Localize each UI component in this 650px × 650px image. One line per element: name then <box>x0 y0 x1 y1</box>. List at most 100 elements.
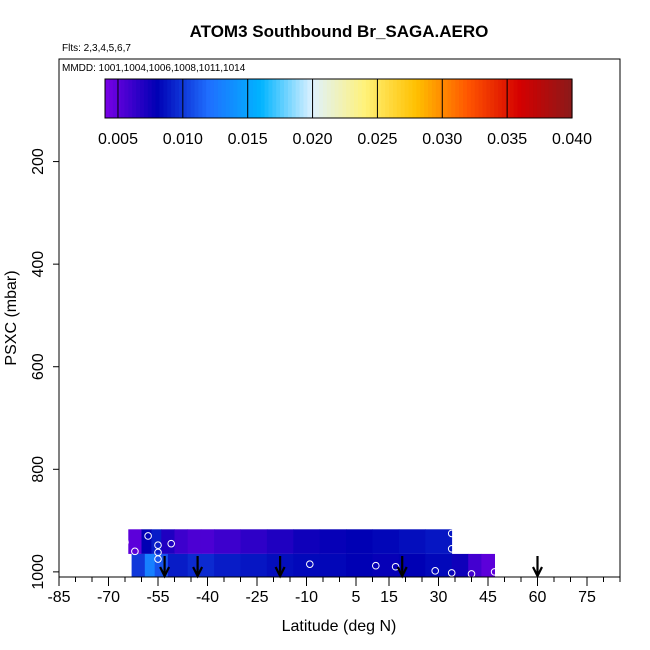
flights-note: Flts: 2,3,4,5,6,7 <box>62 43 131 54</box>
colorbar-tick-label: 0.035 <box>487 131 527 148</box>
colorbar-swatch <box>194 79 199 118</box>
sample-point <box>131 547 139 556</box>
x-tick-label: 45 <box>479 589 497 606</box>
colorbar-swatch <box>322 79 328 118</box>
colorbar-swatch <box>361 79 367 118</box>
heatmap-cell <box>319 553 347 577</box>
heatmap-cell <box>128 529 142 554</box>
sample-point <box>490 568 499 576</box>
heatmap-cell <box>425 529 453 554</box>
colorbar-swatch <box>140 79 145 118</box>
x-tick-label: -55 <box>146 589 169 606</box>
colorbar-swatch <box>412 79 417 118</box>
x-tick-label: -85 <box>47 589 70 606</box>
colorbar-swatch <box>428 79 433 118</box>
colorbar-swatch <box>307 79 312 118</box>
heatmap-cell <box>468 553 482 577</box>
colorbar-swatch <box>404 79 410 118</box>
arrow-head <box>532 566 543 579</box>
colorbar-swatch <box>486 79 491 118</box>
sample-point <box>447 544 456 553</box>
heatmap-cell <box>187 529 202 554</box>
colorbar-swatch <box>167 79 172 118</box>
heatmap-cell <box>240 553 268 577</box>
colorbar-swatch <box>377 79 382 118</box>
colorbar-swatch <box>490 79 495 118</box>
colorbar-swatch <box>256 79 262 118</box>
heatmap-cell <box>372 553 400 577</box>
colorbar-swatch <box>459 79 464 118</box>
colorbar-tick-label: 0.025 <box>357 131 397 148</box>
colorbar-swatch <box>229 79 235 118</box>
colorbar-swatch <box>466 79 472 118</box>
colorbar-swatch <box>155 79 161 118</box>
heatmap-cell <box>187 553 215 577</box>
colorbar-swatch <box>342 79 347 118</box>
heatmap-cell <box>151 529 162 554</box>
colorbar-swatch <box>295 79 301 118</box>
colorbar-swatch <box>548 79 554 118</box>
heatmap-cell <box>372 529 400 554</box>
sample-point <box>144 532 152 540</box>
colorbar-swatch <box>533 79 538 118</box>
colorbar-swatch <box>280 79 285 118</box>
heatmap-cell <box>214 553 241 577</box>
colorbar-swatch <box>420 79 425 118</box>
colorbar-swatch <box>132 79 137 118</box>
arrow-head <box>274 566 286 579</box>
latitude-arrows <box>159 556 543 579</box>
heatmap-cell <box>167 553 189 577</box>
colorbar-swatch <box>163 79 168 118</box>
colorbar-swatch <box>143 79 149 118</box>
colorbar-swatch <box>248 79 254 118</box>
colorbar-swatch <box>396 79 402 118</box>
colorbar-swatch <box>334 79 340 118</box>
colorbar-swatch <box>509 79 515 118</box>
x-tick-label: -10 <box>295 589 318 606</box>
colorbar-swatch <box>276 79 281 118</box>
heatmap-cell <box>266 529 294 554</box>
colorbar-swatch <box>400 79 406 118</box>
colorbar-swatch <box>338 79 343 118</box>
x-tick-label: -40 <box>196 589 219 606</box>
colorbar-swatch <box>303 79 308 118</box>
heatmap-cell <box>131 553 146 577</box>
colorbar-swatch <box>560 79 565 118</box>
colorbar-tick-label: 0.020 <box>293 131 333 148</box>
colorbar-swatch <box>389 79 394 118</box>
colorbar-swatch <box>373 79 379 118</box>
sample-point <box>372 561 380 570</box>
colorbar-swatch <box>105 79 110 118</box>
colorbar-swatch <box>241 79 246 118</box>
sample-point <box>447 529 456 538</box>
colorbar-swatch <box>128 79 133 118</box>
colorbar-swatch <box>206 79 211 118</box>
colorbar-swatch <box>431 79 437 118</box>
colorbar-swatch <box>116 79 122 118</box>
colorbar-swatch <box>186 79 192 118</box>
colorbar-swatch <box>319 79 324 118</box>
colorbar-swatch <box>494 79 499 118</box>
colorbar-tick-label: 0.040 <box>552 131 592 148</box>
plot-frame <box>58 58 621 578</box>
colorbar-swatch <box>182 79 188 118</box>
colorbar-swatch <box>287 79 293 118</box>
colorbar-swatch <box>120 79 126 118</box>
colorbar-swatch <box>455 79 460 118</box>
colorbar-swatch <box>505 79 511 118</box>
sample-point <box>431 567 440 575</box>
colorbar-swatch <box>171 79 176 118</box>
colorbar-swatch <box>198 79 203 118</box>
colorbar-swatch <box>213 79 219 118</box>
sample-point <box>154 555 162 563</box>
colorbar-swatch <box>568 79 573 118</box>
sample-point <box>306 560 314 568</box>
colorbar-swatch <box>513 79 519 118</box>
colorbar-swatch <box>521 79 526 118</box>
sample-point <box>121 538 129 546</box>
colorbar-swatch <box>447 79 452 118</box>
colorbar-swatch <box>443 79 449 118</box>
heatmap-cell <box>398 529 426 554</box>
colorbar-swatch <box>221 79 227 118</box>
colorbar-swatch <box>525 79 530 118</box>
